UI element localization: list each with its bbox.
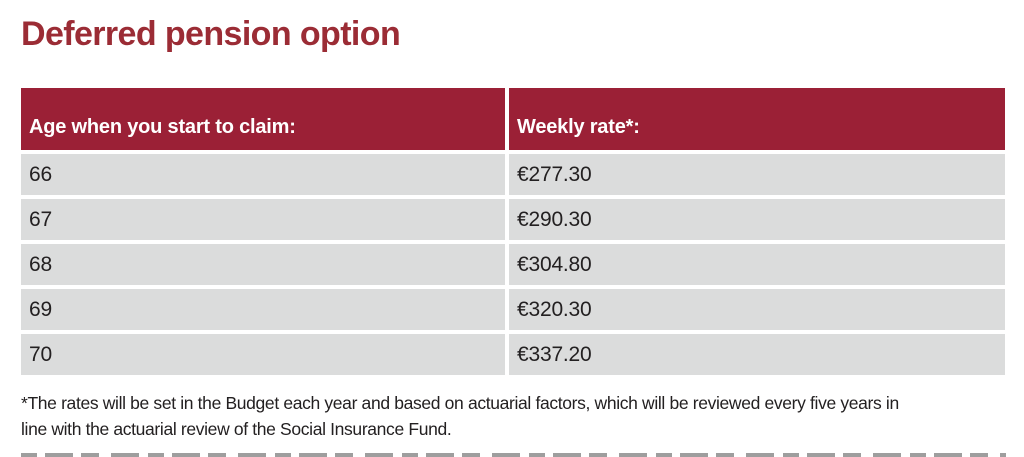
column-header-age: Age when you start to claim: <box>21 88 505 150</box>
cropped-text-top <box>21 453 1006 457</box>
footnote-line-1: *The rates will be set in the Budget eac… <box>21 393 899 413</box>
footnote: *The rates will be set in the Budget eac… <box>21 390 899 442</box>
age-cell: 66 <box>21 154 505 195</box>
age-cell: 67 <box>21 199 505 240</box>
footnote-line-2: line with the actuarial review of the So… <box>21 419 452 439</box>
age-cell: 70 <box>21 334 505 375</box>
page-title: Deferred pension option <box>21 15 401 53</box>
rate-cell: €337.20 <box>509 334 1005 375</box>
rate-cell: €304.80 <box>509 244 1005 285</box>
rate-cell: €320.30 <box>509 289 1005 330</box>
rate-cell: €290.30 <box>509 199 1005 240</box>
rate-cell: €277.30 <box>509 154 1005 195</box>
age-cell: 68 <box>21 244 505 285</box>
deferred-pension-table: Age when you start to claim: Weekly rate… <box>21 88 1005 375</box>
column-header-weekly-rate: Weekly rate*: <box>509 88 1005 150</box>
age-cell: 69 <box>21 289 505 330</box>
